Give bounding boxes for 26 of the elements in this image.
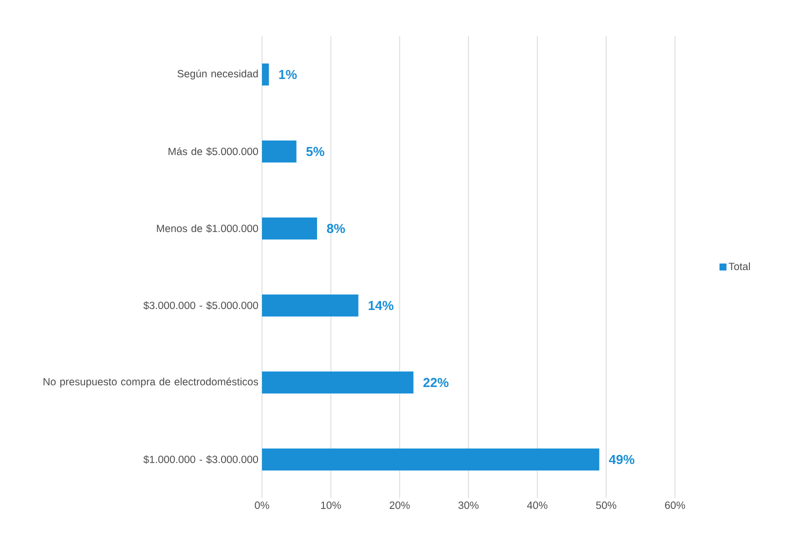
data-label: 14% (368, 300, 394, 310)
x-tick-label: 40% (527, 502, 548, 509)
y-tick-label: No presupuesto compra de electrodomésticos (44, 378, 258, 388)
x-tick-label: 20% (390, 502, 410, 509)
x-tick-label: 50% (596, 502, 616, 509)
data-label: 22% (423, 378, 449, 388)
y-tick-label: Menos de $1.000.000 (156, 224, 258, 233)
bar (262, 448, 600, 471)
data-label: 5% (306, 146, 324, 156)
bar (262, 140, 296, 163)
legend-label: Total (728, 262, 750, 270)
x-tick-label: 0% (254, 502, 270, 509)
x-tick-label: 60% (665, 502, 686, 509)
data-label: 8% (326, 224, 345, 234)
y-tick-label: $1.000.000 - $3.000.000 (143, 455, 258, 464)
data-label: 1% (279, 70, 297, 80)
bar (262, 218, 318, 240)
data-label: 49% (608, 454, 634, 464)
x-tick-label: 30% (458, 502, 479, 509)
y-tick-label: Más de $5.000.000 (168, 147, 258, 156)
x-tick-label: 10% (321, 502, 341, 509)
bar (262, 64, 269, 86)
bar (262, 372, 414, 394)
y-tick-label: $3.000.000 - $5.000.000 (143, 301, 258, 310)
bar (262, 294, 358, 317)
y-tick-label: Según necesidad (178, 70, 258, 80)
